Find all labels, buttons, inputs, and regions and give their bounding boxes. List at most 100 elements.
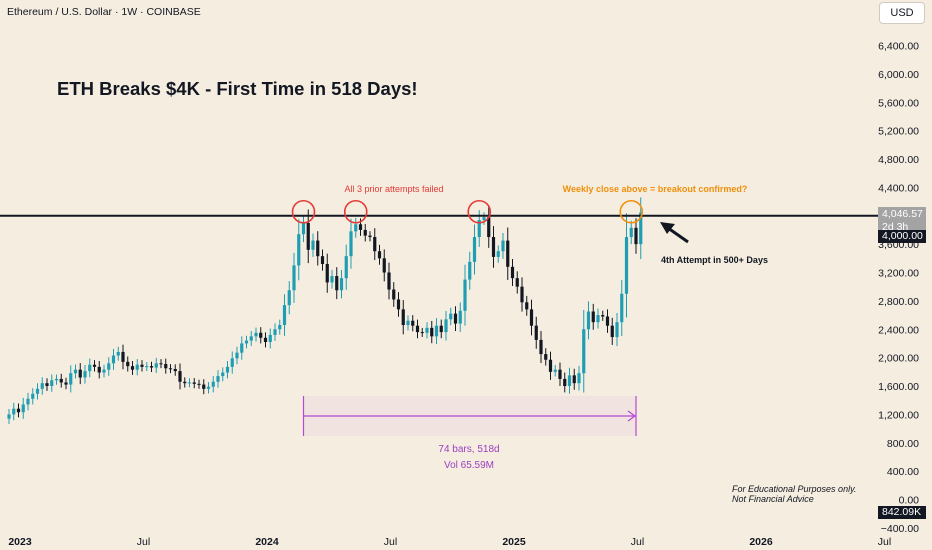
candle-body: [548, 359, 553, 372]
candle-body: [596, 315, 600, 323]
y-tick-label: 400.00: [887, 466, 919, 478]
candle-body: [487, 217, 491, 238]
candle-body: [320, 256, 325, 264]
candle-body: [40, 383, 44, 389]
candle-body: [306, 222, 310, 250]
candle-body: [539, 339, 543, 355]
candle-body: [615, 322, 619, 338]
candle-body: [135, 364, 139, 370]
current-attempt-circle: [619, 199, 644, 224]
disclaimer: For Educational Purposes only. Not Finan…: [732, 484, 856, 504]
candle-body: [358, 224, 363, 230]
candle-body: [202, 384, 206, 389]
candle-body: [601, 315, 605, 317]
symbol-header: Ethereum / U.S. Dollar · 1W · COINBASE: [7, 6, 201, 18]
candle-body: [278, 324, 282, 330]
y-tick-label: 4,400.00: [878, 182, 919, 194]
x-tick-label: 2026: [749, 536, 773, 548]
candle-body: [425, 327, 429, 333]
candle-body: [126, 361, 130, 367]
candle-body: [506, 240, 510, 267]
failed-attempt-circle: [343, 199, 368, 224]
candle-body: [173, 368, 177, 372]
candle-body: [268, 334, 272, 343]
x-tick-label: Jul: [137, 536, 150, 548]
candle-body: [206, 386, 211, 389]
candle-body: [235, 352, 239, 359]
y-tick-label: 2,800.00: [878, 296, 919, 308]
candle-body: [64, 382, 68, 385]
candle-body: [69, 373, 73, 385]
candle-body: [373, 237, 377, 252]
candle-body: [468, 261, 472, 280]
candle-body: [567, 375, 572, 386]
candle-body: [458, 310, 462, 324]
candle-body: [553, 369, 557, 372]
candle-body: [354, 224, 358, 232]
candle-body: [83, 371, 87, 378]
candle-body: [140, 364, 144, 367]
time-axis: 2023 Jul 2024 Jul 2025 Jul 2026 Jul: [8, 536, 891, 548]
candle-body: [316, 240, 320, 257]
y-tick-label: 2,400.00: [878, 324, 919, 336]
candle-body: [577, 373, 581, 384]
candle-body: [325, 263, 329, 283]
candle-body: [92, 364, 97, 367]
candle-body: [240, 343, 244, 353]
y-tick-label: 5,200.00: [878, 126, 919, 138]
candle-body: [339, 278, 344, 291]
candle-body: [178, 371, 182, 382]
annotation-arrow: [660, 222, 689, 244]
candle-body: [45, 383, 49, 386]
candle-body: [392, 289, 396, 300]
candle-body: [192, 382, 196, 384]
candle-body: [444, 319, 448, 333]
x-tick-label: 2023: [8, 536, 32, 548]
candle-body: [183, 381, 187, 384]
candle-body: [35, 388, 40, 394]
candle-body: [629, 227, 633, 238]
candle-body: [216, 376, 220, 382]
candle-body: [263, 337, 268, 343]
candle-body: [439, 325, 443, 333]
candle-body: [301, 222, 306, 235]
candle-body: [420, 332, 424, 334]
candle-body: [482, 217, 486, 221]
candle-body: [26, 398, 30, 405]
y-tick-label: 6,000.00: [878, 69, 919, 81]
candle-body: [349, 231, 353, 257]
candle-body: [102, 369, 106, 373]
candle-body: [515, 278, 519, 287]
candle-body: [159, 363, 163, 365]
candle-body: [168, 368, 173, 370]
y-tick-label: 4,800.00: [878, 154, 919, 166]
candle-body: [363, 229, 367, 236]
candle-body: [154, 363, 158, 368]
y-tick-label: 1,200.00: [878, 409, 919, 421]
candle-body: [16, 408, 21, 413]
candle-body: [88, 364, 92, 372]
candle-body: [54, 378, 59, 381]
range-volume-label: Vol 65.59M: [444, 460, 494, 471]
candle-body: [534, 325, 538, 340]
candle-body: [401, 309, 405, 325]
candle-body: [225, 366, 230, 373]
candle-body: [273, 329, 277, 335]
candle-body: [572, 375, 576, 384]
candle-body: [335, 276, 339, 291]
range-measure-arrow: [302, 396, 637, 436]
x-tick-label: 2024: [255, 536, 279, 548]
currency-button[interactable]: USD: [879, 2, 925, 24]
candle-body: [31, 393, 35, 399]
candle-body: [463, 279, 467, 311]
candle-body: [311, 240, 315, 250]
candle-body: [525, 302, 529, 310]
candle-body: [297, 234, 301, 266]
candle-body: [282, 305, 287, 325]
y-tick-label: 3,200.00: [878, 268, 919, 280]
candle-body: [415, 325, 420, 333]
disclaimer-line-2: Not Financial Advice: [732, 494, 814, 504]
candle-body: [544, 354, 548, 360]
